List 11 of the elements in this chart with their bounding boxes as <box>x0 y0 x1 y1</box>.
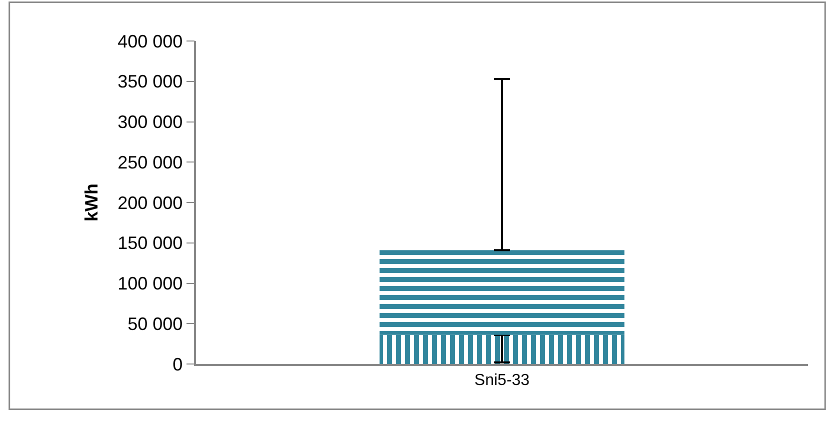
y-tick-label: 350 000 <box>118 72 183 92</box>
y-axis-title: kWh <box>81 184 102 222</box>
y-tick-label: 0 <box>172 354 183 374</box>
y-tick-label: 100 000 <box>118 274 183 294</box>
x-tick-label: Sni5-33 <box>474 372 530 389</box>
y-tick-label: 250 000 <box>118 152 183 172</box>
y-tick-label: 400 000 <box>118 31 183 52</box>
y-tick-label: 300 000 <box>118 112 183 132</box>
y-tick-label: 200 000 <box>118 192 183 213</box>
y-tick-label: 150 000 <box>118 233 183 254</box>
y-tick-label: 50 000 <box>128 314 183 334</box>
